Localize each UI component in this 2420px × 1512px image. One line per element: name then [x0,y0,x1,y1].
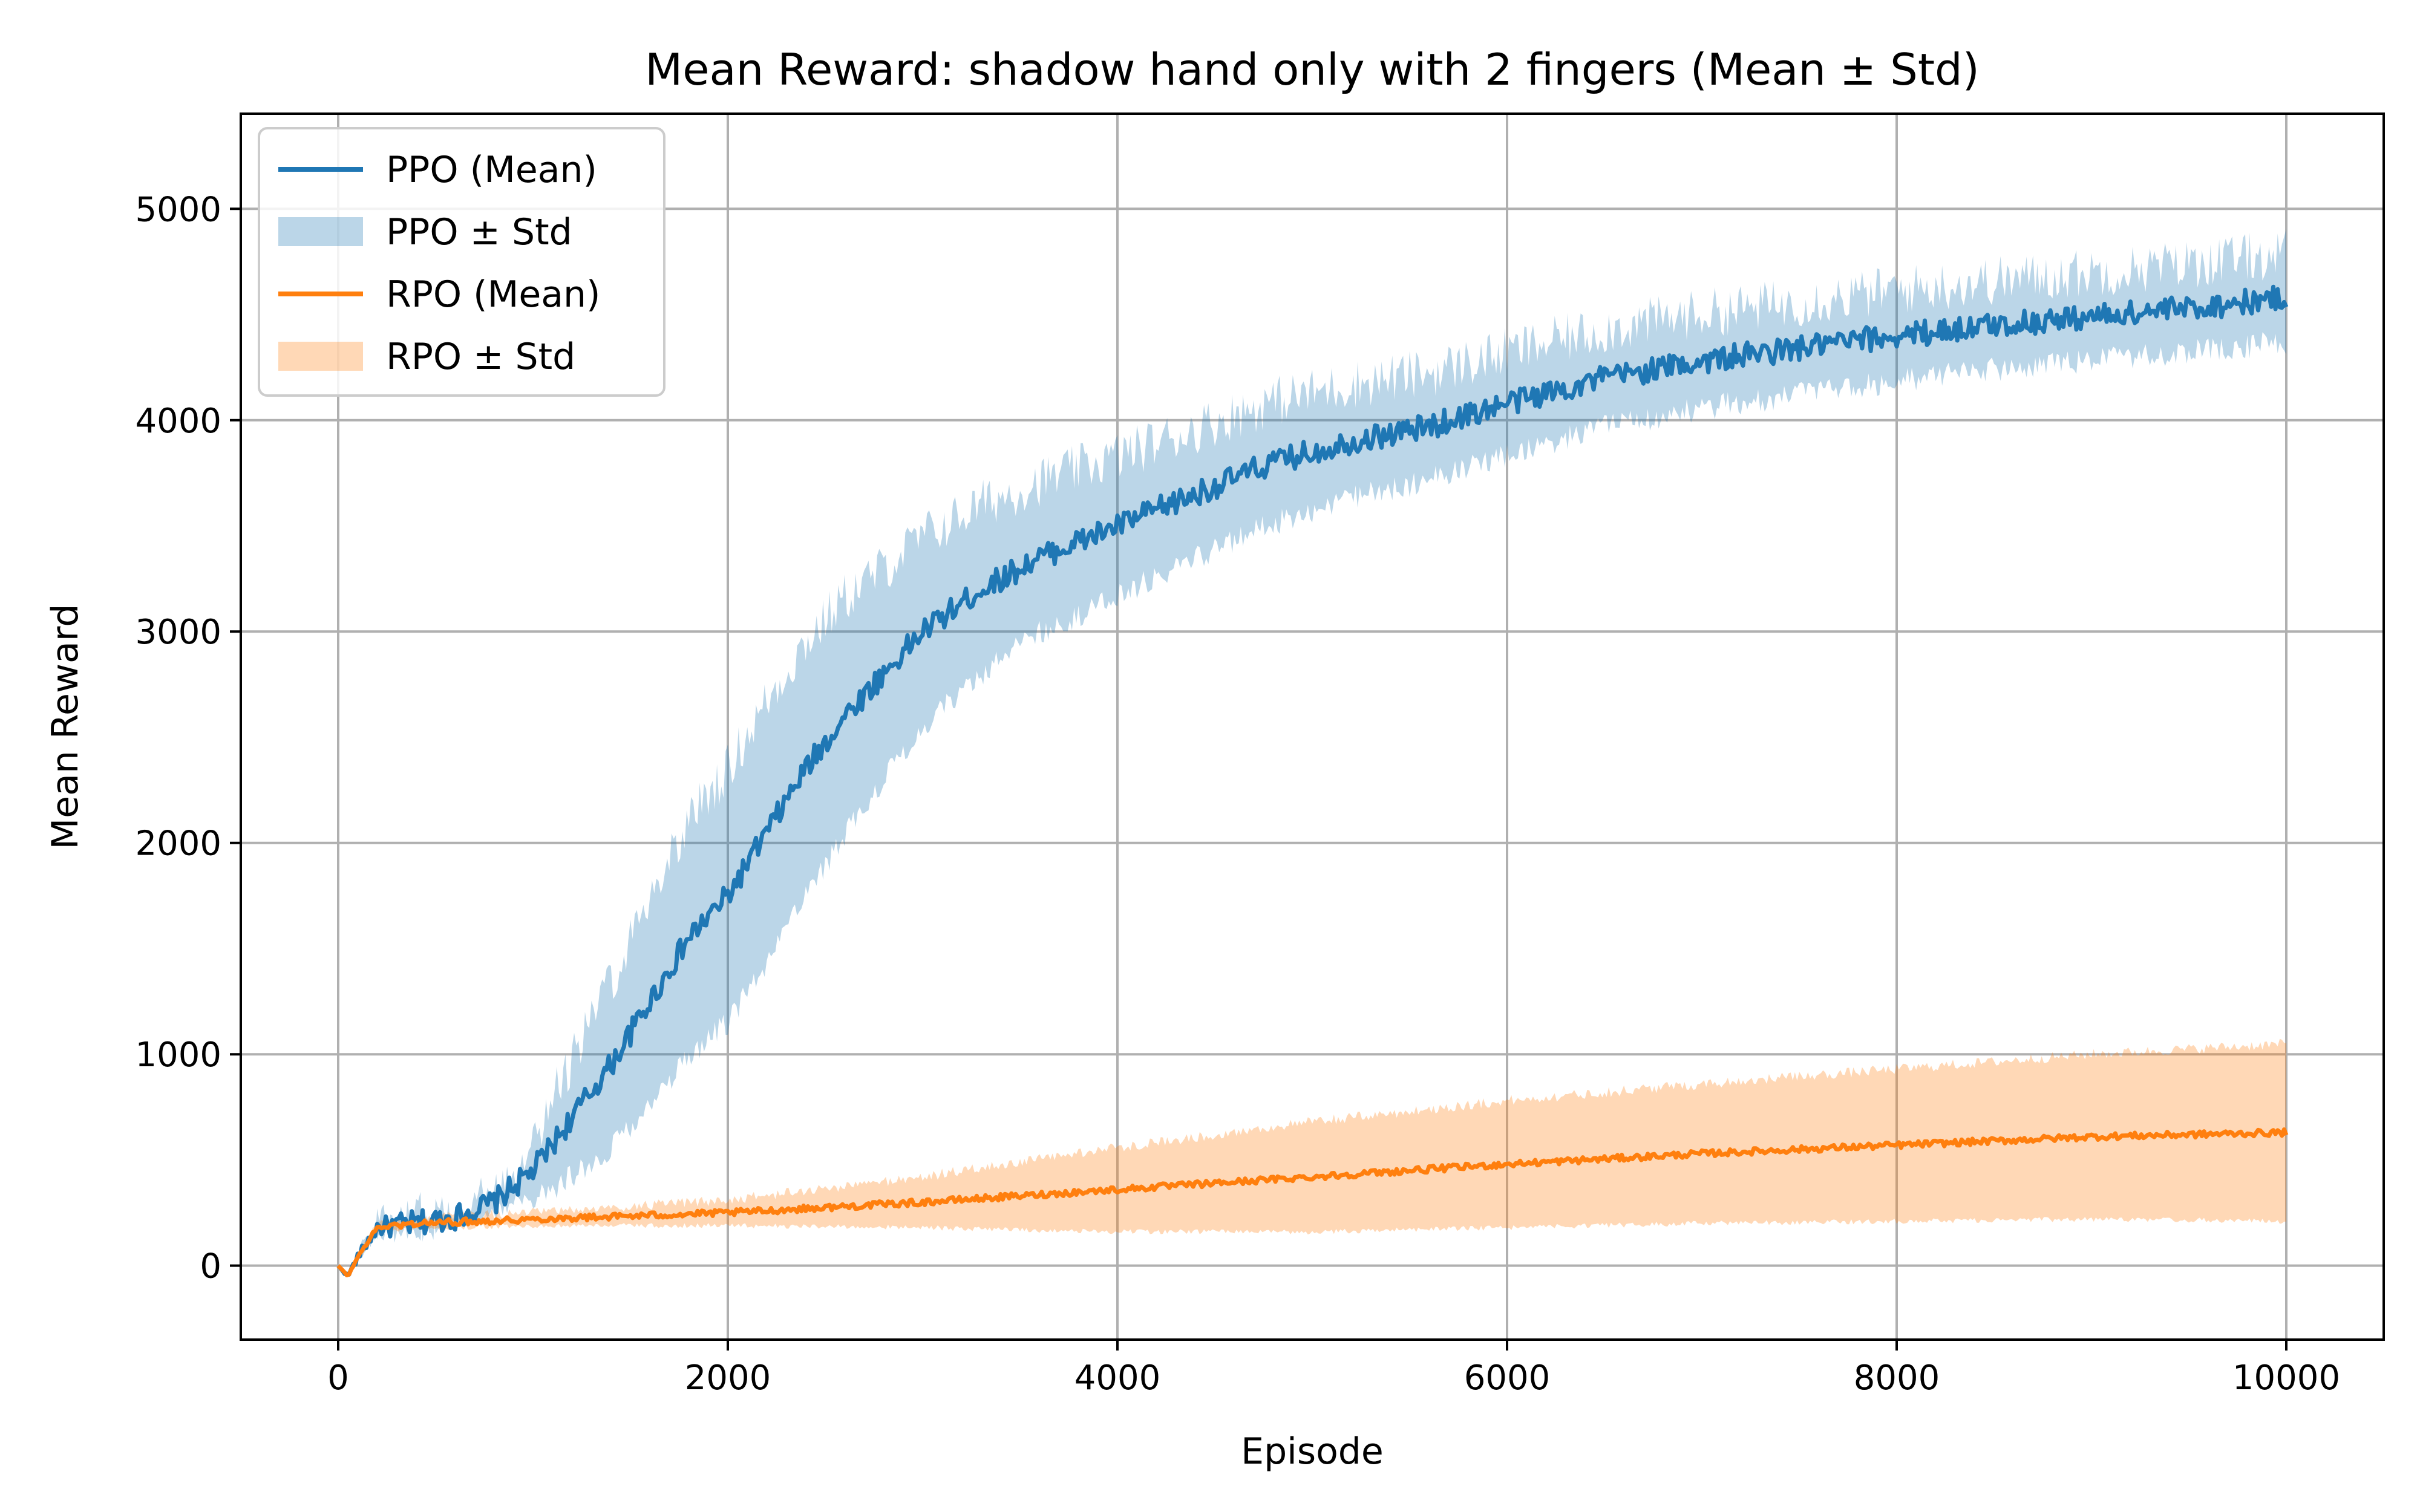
y-tick-label: 2000 [135,824,221,864]
legend-rpo-std: RPO ± Std [278,336,575,378]
ppo-mean-line [336,284,2289,1277]
legend-rpo-mean-label: RPO (Mean) [386,273,600,316]
x-axis-label: Episode [1241,1430,1384,1473]
legend-ppo-mean-label: PPO (Mean) [386,149,597,191]
x-tick-label: 10000 [2232,1358,2340,1398]
x-tick-label: 6000 [1464,1358,1551,1398]
x-tick-label: 8000 [1854,1358,1940,1398]
legend-ppo-std: PPO ± Std [278,211,572,253]
chart-title: Mean Reward: shadow hand only with 2 fin… [645,44,1980,95]
y-axis-label: Mean Reward [44,604,87,850]
axis-ticks: 0 2000 4000 6000 8000 10000 0 1000 2000 3000 4000 5… [135,190,2340,1398]
legend-ppo-std-swatch [278,217,363,246]
y-tick-label: 1000 [135,1035,221,1075]
x-tick-label: 4000 [1074,1358,1161,1398]
legend-rpo-mean: RPO (Mean) [278,273,600,316]
y-tick-label: 4000 [135,402,221,441]
legend-rpo-std-label: RPO ± Std [386,336,575,378]
y-tick-label: 3000 [135,613,221,652]
legend: PPO (Mean) PPO ± Std RPO (Mean) RPO ± Std [258,127,666,397]
y-tick-label: 0 [200,1247,221,1286]
legend-box [258,127,666,397]
legend-ppo-mean: PPO (Mean) [278,149,597,191]
legend-rpo-std-swatch [278,342,363,371]
y-tick-label: 5000 [135,190,221,229]
mean-lines [336,284,2289,1277]
x-tick-label: 0 [327,1358,349,1398]
legend-ppo-std-label: PPO ± Std [386,211,572,253]
x-tick-label: 2000 [685,1358,771,1398]
plot-frame [240,112,2385,1341]
rpo-std-band [338,1038,2286,1277]
rpo-mean-line [336,1127,2289,1277]
